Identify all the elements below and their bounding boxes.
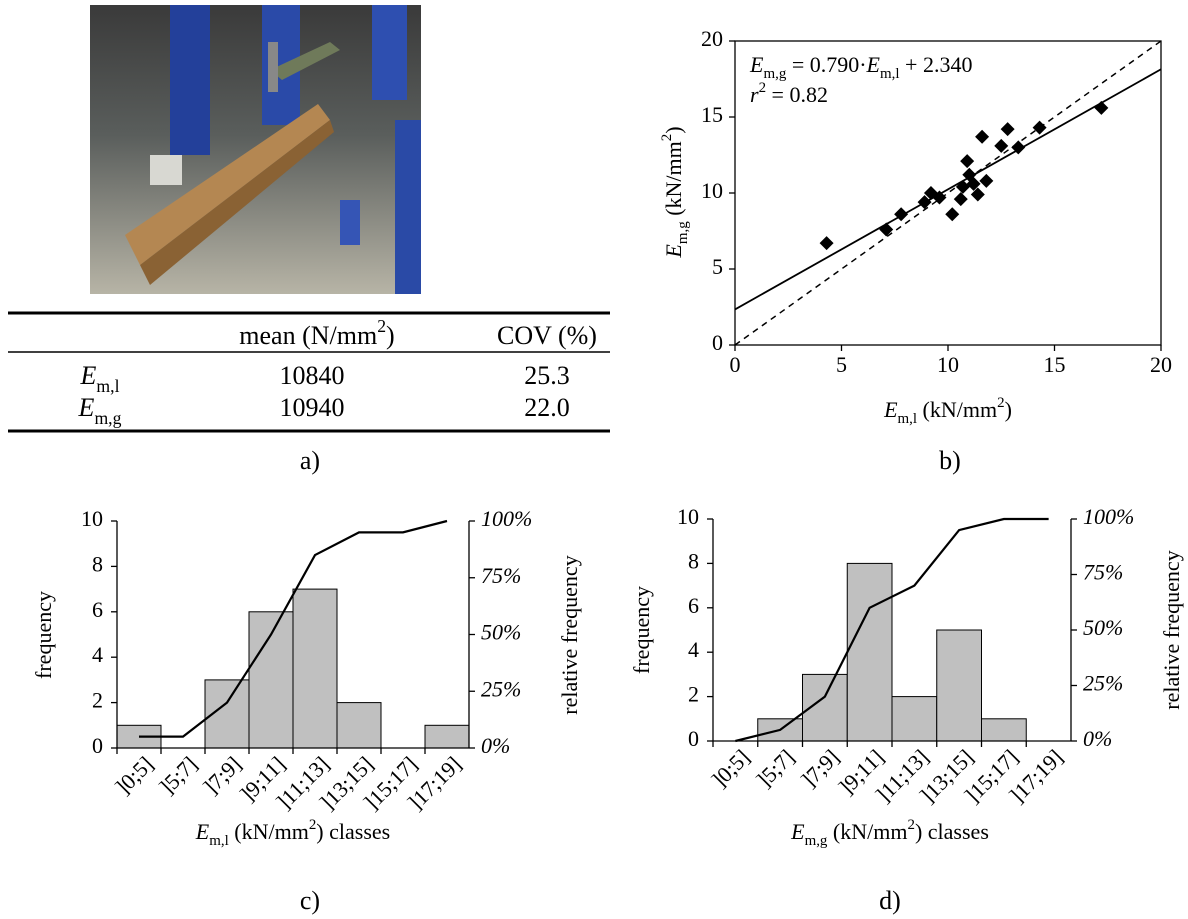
x-axis-title: Em,l (kN/mm2) classes	[195, 817, 390, 849]
y-tick-label: 10	[81, 506, 103, 531]
point	[953, 192, 968, 207]
y2-tick-label: 25%	[481, 676, 521, 701]
point	[819, 236, 834, 251]
y-tick-label: 8	[688, 548, 699, 573]
r-squared: r2 = 0.82	[750, 80, 828, 107]
y-tick-label: 0	[688, 726, 699, 751]
x-tick-label: 20	[1150, 352, 1172, 377]
x-tick-label: 10	[937, 352, 959, 377]
cumulative-line	[735, 517, 1049, 743]
y-tick-label: 2	[688, 682, 699, 707]
y2-tick-label: 50%	[481, 620, 521, 645]
point	[970, 187, 985, 202]
point	[917, 195, 932, 210]
point	[975, 129, 990, 144]
x-tick-label: 0	[730, 352, 741, 377]
x-tick-label: 15	[1044, 352, 1066, 377]
y-tick-label: 6	[92, 597, 103, 622]
y-tick-label: 15	[701, 102, 723, 127]
point	[966, 176, 981, 191]
y2-axis-title: relative frequency	[1159, 550, 1184, 709]
bar	[846, 562, 893, 742]
equation: Em,g = 0.790·Em,l + 2.340	[749, 52, 972, 82]
table-cell: 22.0	[524, 393, 570, 422]
table-cell: 10840	[280, 361, 345, 390]
y-tick-label: 2	[92, 688, 103, 713]
y-tick-label: 10	[677, 504, 699, 529]
y-tick-label: 20	[701, 26, 723, 51]
y2-tick-label: 0%	[481, 733, 510, 758]
photo	[90, 5, 421, 294]
y-tick-label: 10	[701, 178, 723, 203]
point	[1032, 120, 1047, 135]
x-tick-label: ]5;7]	[751, 744, 799, 792]
y-tick-label: 5	[712, 254, 723, 279]
y-tick-label: 0	[92, 733, 103, 758]
panel-label: b)	[939, 446, 961, 475]
table-header: COV (%)	[497, 321, 597, 350]
x-tick-label: ]0;5]	[110, 751, 158, 799]
bar	[936, 629, 982, 742]
bar	[891, 696, 938, 742]
y-tick-label: 4	[92, 642, 103, 667]
row-label: Em,g	[78, 393, 122, 428]
point	[1011, 140, 1026, 155]
y2-tick-label: 75%	[1083, 560, 1123, 585]
x-tick-label: 5	[836, 352, 847, 377]
x-axis-title: Em,l (kN/mm2)	[883, 395, 1012, 427]
y-axis-title: frequency	[31, 591, 56, 679]
point	[932, 190, 947, 205]
row-label: Em,l	[80, 361, 120, 396]
y2-tick-label: 100%	[481, 506, 532, 531]
y-axis-title: Em,g (kN/mm2)	[659, 126, 691, 258]
x-tick-label: ]0;5]	[707, 744, 755, 792]
y-axis-title: frequency	[629, 586, 654, 674]
y2-tick-label: 0%	[1083, 726, 1112, 751]
point	[979, 173, 994, 188]
y-tick-label: 4	[688, 637, 699, 662]
point	[879, 222, 894, 237]
y-tick-label: 0	[712, 330, 723, 355]
y2-tick-label: 100%	[1083, 504, 1134, 529]
bar	[424, 724, 470, 749]
cumulative-line	[139, 519, 448, 738]
y2-axis-title: relative frequency	[557, 555, 582, 714]
bar	[292, 588, 338, 749]
panel-label: d)	[879, 886, 901, 915]
point	[994, 138, 1009, 153]
y2-tick-label: 75%	[481, 563, 521, 588]
bar	[336, 702, 382, 749]
trend-line	[734, 68, 1162, 311]
table: mean (N/mm2) COV (%) Em,l 10840 25.3 Em,…	[8, 311, 610, 433]
y2-tick-label: 50%	[1083, 615, 1123, 640]
table-cell: 10940	[280, 393, 345, 422]
panel-label: c)	[300, 886, 320, 915]
y-tick-label: 6	[688, 593, 699, 618]
x-tick-label: ]5;7]	[154, 751, 202, 799]
point	[960, 154, 975, 169]
table-header: mean (N/mm2)	[239, 316, 394, 350]
point	[955, 179, 970, 194]
point	[945, 207, 960, 222]
y2-tick-label: 25%	[1083, 671, 1123, 696]
table-cell: 25.3	[524, 361, 570, 390]
point	[1094, 100, 1109, 115]
point	[894, 207, 909, 222]
y-tick-label: 8	[92, 551, 103, 576]
point	[1000, 122, 1015, 137]
x-axis-title: Em,g (kN/mm2) classes	[790, 817, 989, 849]
panel-label: a)	[300, 446, 320, 475]
bar	[981, 718, 1027, 742]
